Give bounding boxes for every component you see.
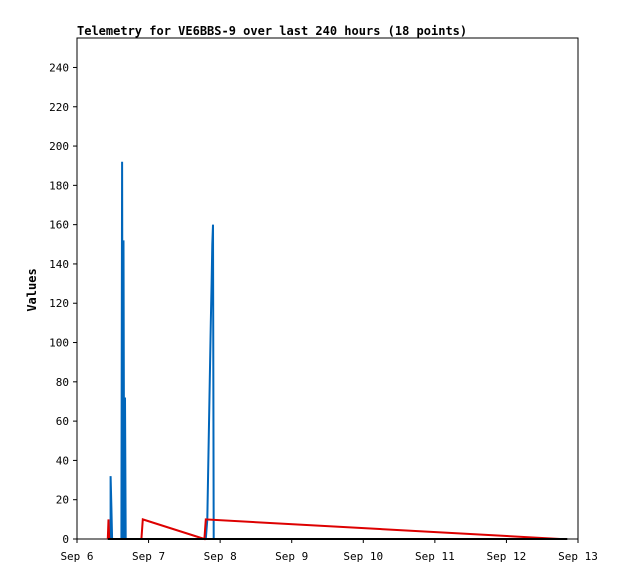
x-axis: Sep 6 Sep 7 Sep 8 Sep 9 Sep 10 Sep 11 Sep 12 Se…: [60, 539, 598, 563]
y-tick-label: 140: [49, 258, 69, 271]
y-tick-label: 220: [49, 101, 69, 114]
y-tick-label: 40: [56, 454, 69, 467]
y-tick-label: 100: [49, 337, 69, 350]
y-axis-label: Values: [25, 268, 39, 311]
y-tick-label: 160: [49, 219, 69, 232]
x-tick-label: Sep 12: [487, 550, 527, 563]
x-tick-label: Sep 6: [60, 550, 93, 563]
series-line-0: [109, 161, 215, 540]
y-tick-label: 240: [49, 61, 69, 74]
x-tick-label: Sep 8: [204, 550, 237, 563]
plot-area-frame: [76, 37, 579, 540]
y-tick-label: 60: [56, 415, 69, 428]
y-tick-label: 0: [62, 533, 69, 546]
x-tick-label: Sep 9: [275, 550, 308, 563]
y-axis: 0 20 40 60 80 100 120 140 160 180 200 220 240: [49, 61, 77, 546]
x-tick-label: Sep 13: [558, 550, 598, 563]
y-tick-label: 80: [56, 376, 69, 389]
y-tick-label: 20: [56, 494, 69, 507]
series-line-1: [106, 518, 561, 541]
x-tick-label: Sep 11: [415, 550, 455, 563]
x-tick-label: Sep 10: [343, 550, 383, 563]
chart-title: Telemetry for VE6BBS-9 over last 240 hou…: [77, 24, 467, 38]
y-tick-label: 200: [49, 140, 69, 153]
series-layer: [106, 161, 568, 541]
y-tick-label: 180: [49, 179, 69, 192]
y-tick-label: 120: [49, 297, 69, 310]
x-tick-label: Sep 7: [132, 550, 165, 563]
